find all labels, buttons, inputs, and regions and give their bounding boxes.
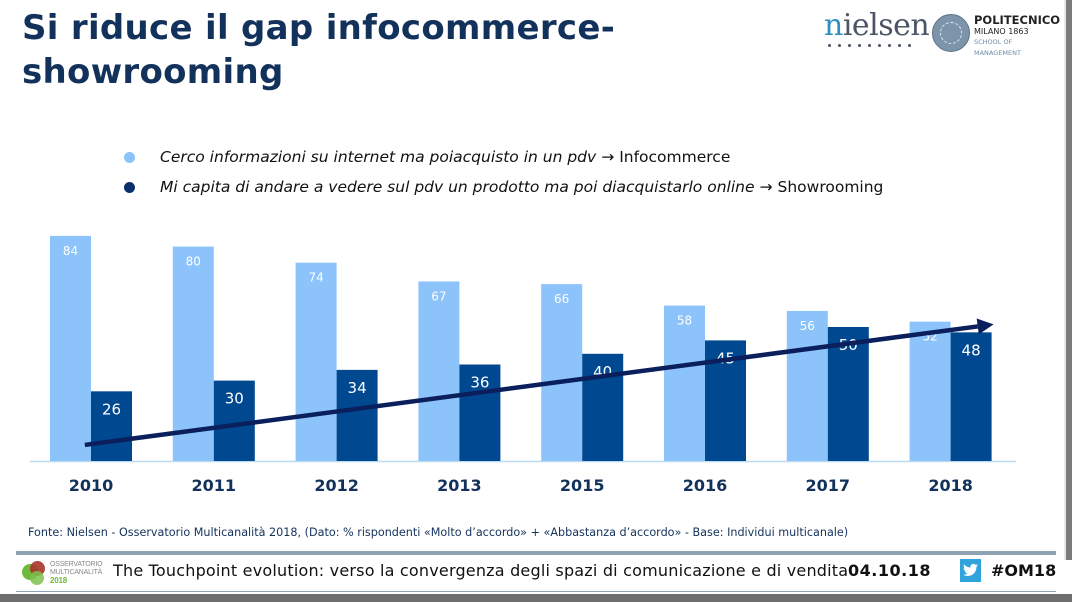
bar-infocommerce-2016 xyxy=(664,305,705,461)
polimi-school: SCHOOL OF MANAGEMENT xyxy=(974,38,1021,57)
bar-showrooming-2010 xyxy=(91,391,132,461)
observatory-line-1: OSSERVATORIO xyxy=(50,561,103,568)
slide-edge xyxy=(1066,0,1072,560)
data-label-infocommerce-2016: 58 xyxy=(677,314,692,328)
title-line-1: Si riduce il gap infocommerce- xyxy=(22,8,616,48)
x-tick-label-2018: 2018 xyxy=(928,476,973,495)
legend-dot-icon xyxy=(124,181,135,193)
legend-item-showrooming: Mi capita di andare a vedere sul pdv un … xyxy=(124,172,883,202)
x-tick-label-2010: 2010 xyxy=(69,476,114,495)
bar-showrooming-2018 xyxy=(950,332,992,461)
hashtag: #OM18 xyxy=(991,561,1057,580)
observatory-year: 2018 xyxy=(50,576,67,585)
arrow-right-icon: → xyxy=(759,178,773,196)
bar-showrooming-2015 xyxy=(582,353,624,461)
x-tick-label-2011: 2011 xyxy=(192,476,237,495)
bar-infocommerce-2018 xyxy=(909,321,951,461)
bar-infocommerce-2012 xyxy=(295,262,337,461)
chart-legend: Cerco informazioni su internet ma poi ac… xyxy=(124,142,883,202)
x-tick-label-2016: 2016 xyxy=(683,476,728,495)
data-label-infocommerce-2010: 84 xyxy=(63,244,78,258)
nielsen-wordmark: nielsen xyxy=(824,8,930,43)
bar-showrooming-2011 xyxy=(213,380,255,461)
footer-title: The Touchpoint evolution: verso la conve… xyxy=(113,561,849,580)
slide-edge-highlight xyxy=(1064,0,1066,560)
data-label-infocommerce-2012: 74 xyxy=(308,271,323,285)
bar-showrooming-2017 xyxy=(827,327,869,461)
polimi-logo: POLITECNICO MILANO 1863 SCHOOL OF MANAGE… xyxy=(932,13,1061,57)
polimi-name: POLITECNICO xyxy=(974,13,1061,27)
bar-infocommerce-2015 xyxy=(541,284,583,461)
x-tick-label-2013: 2013 xyxy=(437,476,482,495)
bar-showrooming-2012 xyxy=(336,369,378,461)
title-line-2: showrooming xyxy=(22,52,284,92)
bar-chart: 8426201080302011743420126736201366402015… xyxy=(30,235,1016,495)
data-label-showrooming-2013: 36 xyxy=(470,374,489,392)
x-tick-label-2012: 2012 xyxy=(314,476,359,495)
nielsen-dots xyxy=(828,44,924,47)
legend-text: Cerco informazioni su internet ma poi xyxy=(160,148,454,166)
legend-text: Mi capita di andare a vedere sul pdv un … xyxy=(160,178,617,196)
x-tick-label-2015: 2015 xyxy=(560,476,605,495)
footer-divider xyxy=(16,551,1056,555)
legend-text-emphasis: acquistarlo online xyxy=(616,178,755,196)
footer: OSSERVATORIO MULTICANALITÀ 2018 The Touc… xyxy=(16,555,1056,589)
legend-text-emphasis: acquisto in un pdv xyxy=(453,148,597,166)
page-title: Si riduce il gap infocommerce- showroomi… xyxy=(22,6,642,94)
observatory-line-2: MULTICANALITÀ xyxy=(50,569,103,576)
polimi-city: MILANO 1863 xyxy=(974,27,1029,36)
nielsen-logo: nielsen xyxy=(824,8,930,50)
window-bottom-edge xyxy=(0,594,1072,602)
data-label-showrooming-2011: 30 xyxy=(225,390,244,408)
polimi-seal-icon xyxy=(932,14,970,52)
data-label-showrooming-2010: 26 xyxy=(102,400,121,418)
legend-dot-icon xyxy=(124,151,135,163)
bar-infocommerce-2011 xyxy=(172,246,214,461)
legend-label: Infocommerce xyxy=(619,148,731,166)
legend-item-infocommerce: Cerco informazioni su internet ma poi ac… xyxy=(124,142,883,172)
trend-arrow-head-icon xyxy=(976,318,994,335)
data-label-infocommerce-2015: 66 xyxy=(554,292,569,306)
data-label-infocommerce-2017: 56 xyxy=(800,319,815,333)
data-label-infocommerce-2011: 80 xyxy=(186,255,201,269)
data-label-showrooming-2012: 34 xyxy=(348,379,367,397)
twitter-icon xyxy=(960,559,981,582)
trend-arrow-line xyxy=(84,324,979,448)
footer-date: 04.10.18 xyxy=(848,561,931,580)
arrow-right-icon: → xyxy=(601,148,615,166)
legend-label: Showrooming xyxy=(777,178,884,196)
bar-infocommerce-2013 xyxy=(418,281,460,461)
bar-infocommerce-2010 xyxy=(50,235,91,461)
data-label-infocommerce-2013: 67 xyxy=(431,289,446,303)
bar-infocommerce-2017 xyxy=(786,310,828,461)
bar-showrooming-2013 xyxy=(459,364,501,461)
source-note: Fonte: Nielsen - Osservatorio Multicanal… xyxy=(28,526,849,539)
x-tick-label-2017: 2017 xyxy=(806,476,851,495)
observatory-logo: OSSERVATORIO MULTICANALITÀ 2018 xyxy=(22,559,103,587)
data-label-showrooming-2018: 48 xyxy=(962,341,981,359)
footer-underline xyxy=(16,591,1056,592)
